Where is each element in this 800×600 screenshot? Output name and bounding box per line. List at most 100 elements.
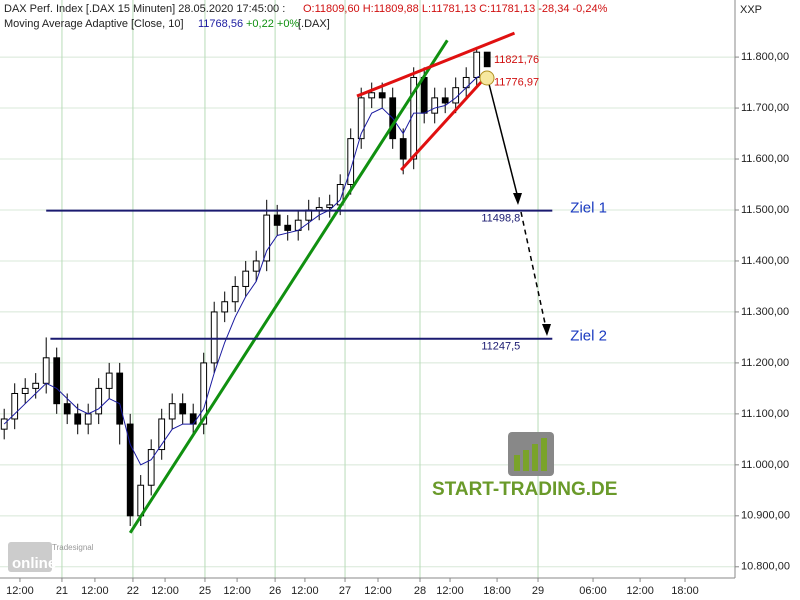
candle-body (368, 92, 376, 99)
x-tick-label: 21 (56, 585, 68, 597)
y-tick-label: 11.000,00 (741, 459, 789, 471)
x-tick-label: 27 (339, 585, 351, 597)
trendline (128, 39, 449, 534)
candle-body (0, 418, 8, 430)
candle-body (473, 51, 481, 78)
candle-body (210, 311, 218, 364)
axis-symbol: XXP (740, 4, 762, 16)
arrow-head (513, 193, 522, 205)
y-tick-label: 10.900,00 (741, 510, 790, 522)
platform: online (12, 555, 56, 572)
x-tick-label: 12:00 (81, 585, 109, 597)
candle-body (273, 214, 281, 226)
target-label: Ziel 2 (570, 328, 607, 345)
candle-body (32, 382, 40, 389)
y-tick-label: 11.400,00 (741, 255, 789, 267)
candle-body (357, 97, 365, 140)
marks (0, 31, 553, 534)
candle-body (263, 214, 271, 262)
trendline (399, 79, 485, 172)
candle-body (399, 138, 407, 160)
y-tick-label: 11.500,00 (741, 204, 789, 216)
logo-brand: START-TRADING.DE (432, 479, 617, 500)
arrow-head (542, 324, 551, 336)
candle-body (179, 403, 187, 415)
candle-body (483, 51, 491, 68)
x-tick-label: 12:00 (223, 585, 251, 597)
price-label: 11776,97 (494, 77, 539, 89)
x-tick-label: 18:00 (671, 585, 699, 597)
candle-body (200, 362, 208, 425)
candle-body (158, 418, 166, 451)
candle-body (42, 357, 50, 384)
logo-icon (514, 455, 520, 471)
candle-body (74, 413, 82, 425)
moving-average (3, 72, 488, 466)
candle-body (116, 372, 124, 425)
platform-small: Tradesignal (52, 543, 94, 552)
candle-body (231, 285, 239, 303)
x-tick-label: 12:00 (291, 585, 319, 597)
candle-body (326, 204, 334, 208)
candle-body (11, 392, 19, 420)
header-title: DAX Perf. Index [.DAX 15 Minuten] 28.05.… (4, 3, 285, 15)
y-tick-label: 11.200,00 (741, 357, 789, 369)
x-tick-label: 18:00 (483, 585, 511, 597)
candle-body (168, 403, 176, 420)
y-tick-label: 11.600,00 (741, 153, 789, 165)
candle-body (242, 270, 250, 287)
logo-icon (541, 438, 547, 471)
candle-body (221, 301, 229, 313)
candle-body (189, 413, 197, 425)
x-tick-label: 29 (532, 585, 544, 597)
candle-body (252, 260, 260, 272)
candle-body (84, 413, 92, 425)
candle-body (63, 403, 71, 415)
candle-body (53, 357, 61, 405)
x-tick-label: 12:00 (151, 585, 179, 597)
x-tick-label: 12:00 (436, 585, 464, 597)
trendline (356, 31, 516, 98)
candle-body (284, 224, 292, 231)
header-ohlc: O:11809,60 H:11809,88 L:11781,13 C:11781… (303, 3, 608, 15)
target-value-label: 11498,8 (481, 213, 520, 225)
y-tick-label: 11.700,00 (741, 102, 789, 114)
arrow (487, 79, 519, 199)
header-ma: Moving Average Adaptive [Close, 10] (4, 18, 184, 30)
x-tick-label: 06:00 (579, 585, 607, 597)
target-value-label: 11247,5 (481, 341, 520, 353)
candle-body (420, 76, 428, 114)
x-tick-label: 12:00 (6, 585, 34, 597)
target-label: Ziel 1 (570, 200, 607, 217)
candle-body (21, 387, 29, 394)
candle-body (147, 449, 155, 486)
header-ma-symbol: [.DAX] (298, 18, 330, 30)
marker (479, 70, 495, 86)
arrow (520, 211, 547, 329)
candle-body (95, 387, 103, 415)
price-label: 11821,76 (494, 54, 539, 66)
logo: START-TRADING.DE Tradesignal online (8, 432, 617, 572)
logo-icon (532, 444, 538, 471)
candle-body (431, 97, 439, 114)
arrows (479, 70, 551, 336)
y-tick-label: 10.800,00 (741, 561, 790, 573)
x-tick-label: 28 (414, 585, 426, 597)
x-tick-label: 12:00 (364, 585, 392, 597)
header-ma-change: +0,22 +0% (246, 18, 299, 30)
logo-icon (523, 450, 529, 471)
x-tick-label: 25 (199, 585, 211, 597)
candle-body (126, 423, 134, 517)
x-tick-label: 22 (127, 585, 139, 597)
candle-body (378, 92, 386, 99)
platform-logo (8, 542, 52, 572)
y-tick-label: 11.300,00 (741, 306, 789, 318)
x-tick-label: 12:00 (626, 585, 654, 597)
header-ma-value: 11768,56 (198, 18, 243, 30)
y-tick-label: 11.800,00 (741, 51, 789, 63)
x-tick-label: 26 (269, 585, 281, 597)
candle-body (441, 97, 449, 104)
candle-body (105, 372, 113, 389)
